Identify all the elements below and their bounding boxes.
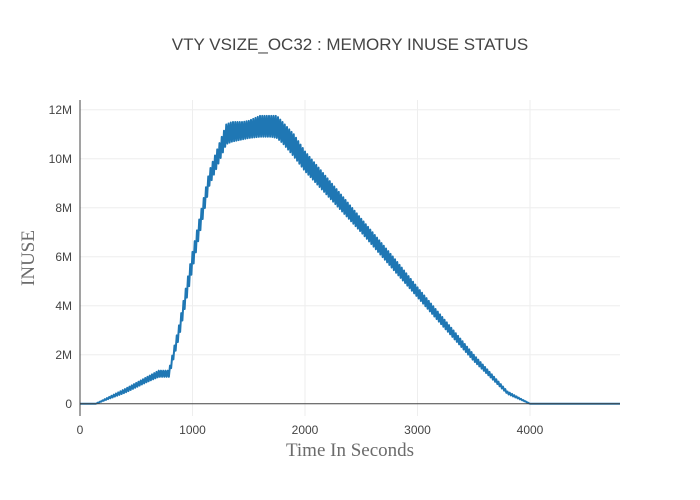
x-tick-label: 2000 xyxy=(292,423,319,437)
x-tick-label: 0 xyxy=(77,423,84,437)
y-tick-label: 12M xyxy=(49,103,72,117)
y-tick-label: 6M xyxy=(55,250,72,264)
y-tick-label: 0 xyxy=(65,397,72,411)
tick-labels: 0 2M 4M 6M 8M 10M 12M 0 1000 2000 3000 4000 xyxy=(49,103,544,437)
grid xyxy=(80,100,620,416)
x-axis-title: Time In Seconds xyxy=(286,440,414,461)
y-tick-label: 4M xyxy=(55,299,72,313)
y-tick-label: 10M xyxy=(49,152,72,166)
x-tick-label: 3000 xyxy=(404,423,431,437)
x-tick-label: 1000 xyxy=(179,423,206,437)
y-tick-label: 2M xyxy=(55,348,72,362)
y-axis-title: INUSE xyxy=(18,230,39,286)
axes xyxy=(79,100,620,416)
y-tick-label: 8M xyxy=(55,201,72,215)
x-tick-label: 4000 xyxy=(517,423,544,437)
chart-title: VTY VSIZE_OC32 : MEMORY INUSE STATUS xyxy=(172,35,528,54)
